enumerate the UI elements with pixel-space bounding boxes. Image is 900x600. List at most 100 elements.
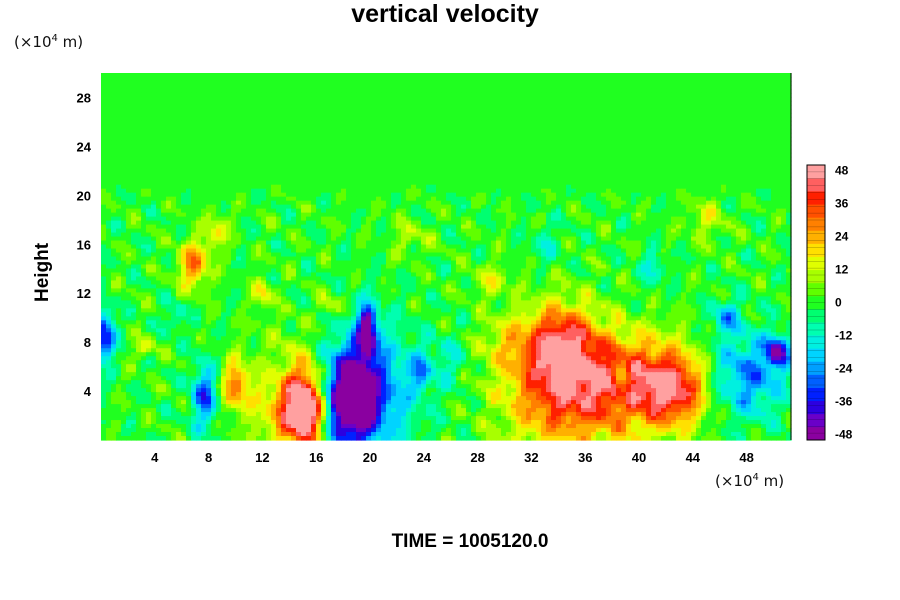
heatmap-cell <box>136 100 142 106</box>
heatmap-cell <box>206 100 212 106</box>
heatmap-cell <box>441 96 447 102</box>
heatmap-cell <box>641 160 647 166</box>
heatmap-cell <box>436 76 442 82</box>
heatmap-cell <box>211 148 217 154</box>
heatmap-cell <box>246 140 252 146</box>
heatmap-cell <box>331 112 337 118</box>
heatmap-cell <box>121 152 127 158</box>
heatmap-cell <box>476 200 482 206</box>
heatmap-cell <box>751 140 757 146</box>
heatmap-cell <box>361 112 367 118</box>
heatmap-cell <box>216 212 222 218</box>
heatmap-cell <box>576 200 582 206</box>
heatmap-cell <box>221 73 227 78</box>
heatmap-cell <box>506 96 512 102</box>
heatmap-cell <box>761 176 767 182</box>
heatmap-cell <box>516 172 522 178</box>
heatmap-cell <box>701 156 707 162</box>
heatmap-cell <box>236 140 242 146</box>
heatmap-cell <box>641 112 647 118</box>
heatmap-cell <box>581 104 587 110</box>
heatmap-cell <box>531 208 537 214</box>
heatmap-cell <box>576 168 582 174</box>
heatmap-cell <box>181 92 187 98</box>
heatmap-cell <box>421 88 427 94</box>
heatmap-cell <box>416 92 422 98</box>
heatmap-cell <box>136 80 142 86</box>
heatmap-cell <box>301 168 307 174</box>
heatmap-cell <box>346 212 352 218</box>
heatmap-cell <box>671 116 677 122</box>
heatmap-cell <box>201 188 207 194</box>
heatmap-cell <box>581 168 587 174</box>
heatmap-cell <box>431 152 437 158</box>
heatmap-cell <box>101 116 107 122</box>
heatmap-cell <box>721 180 727 186</box>
heatmap-cell <box>411 184 417 190</box>
heatmap-cell <box>746 76 752 82</box>
heatmap-cell <box>571 152 577 158</box>
heatmap-cell <box>676 168 682 174</box>
heatmap-cell <box>296 132 302 138</box>
heatmap-cell <box>531 188 537 194</box>
heatmap-cell <box>571 108 577 114</box>
heatmap-cell <box>561 73 567 78</box>
heatmap-cell <box>141 192 147 198</box>
heatmap-cell <box>631 84 637 90</box>
heatmap-cell <box>686 188 692 194</box>
heatmap-cell <box>501 112 507 118</box>
heatmap-cell <box>261 156 267 162</box>
heatmap-cell <box>756 152 762 158</box>
heatmap-cell <box>176 164 182 170</box>
heatmap-cell <box>496 76 502 82</box>
heatmap-cell <box>706 128 712 134</box>
heatmap-cell <box>441 144 447 150</box>
heatmap-cell <box>231 204 237 210</box>
heatmap-cell <box>421 76 427 82</box>
heatmap-cell <box>126 204 132 210</box>
heatmap-cell <box>331 136 337 142</box>
heatmap-cell <box>706 108 712 114</box>
heatmap-cell <box>371 180 377 186</box>
heatmap-cell <box>156 180 162 186</box>
heatmap-cell <box>526 160 532 166</box>
heatmap-cell <box>111 112 117 118</box>
heatmap-cell <box>411 172 417 178</box>
heatmap-cell <box>606 92 612 98</box>
heatmap-cell <box>241 160 247 166</box>
heatmap-cell <box>741 172 747 178</box>
heatmap-cell <box>411 204 417 210</box>
heatmap-cell <box>646 140 652 146</box>
heatmap-cell <box>631 132 637 138</box>
heatmap-cell <box>316 200 322 206</box>
heatmap-cell <box>761 136 767 142</box>
heatmap-cell <box>546 76 552 82</box>
heatmap-cell <box>156 176 162 182</box>
heatmap-cell <box>696 80 702 86</box>
heatmap-cell <box>481 152 487 158</box>
heatmap-cell <box>611 172 617 178</box>
heatmap-cell <box>521 128 527 134</box>
heatmap-cell <box>351 80 357 86</box>
heatmap-cell <box>371 192 377 198</box>
heatmap-cell <box>461 92 467 98</box>
heatmap-cell <box>771 168 777 174</box>
heatmap-cell <box>126 192 132 198</box>
heatmap-cell <box>436 156 442 162</box>
heatmap-cell <box>766 184 772 190</box>
heatmap-cell <box>546 172 552 178</box>
heatmap-cell <box>601 128 607 134</box>
heatmap-cell <box>611 88 617 94</box>
heatmap-cell <box>596 172 602 178</box>
heatmap-cell <box>356 144 362 150</box>
heatmap-cell <box>426 144 432 150</box>
heatmap-cell <box>166 204 172 210</box>
heatmap-cell <box>281 144 287 150</box>
heatmap-cell <box>491 188 497 194</box>
heatmap-cell <box>126 100 132 106</box>
heatmap-cell <box>131 184 137 190</box>
heatmap-cell <box>316 184 322 190</box>
heatmap-cell <box>726 96 732 102</box>
heatmap-cell <box>521 88 527 94</box>
heatmap-cell <box>216 116 222 122</box>
